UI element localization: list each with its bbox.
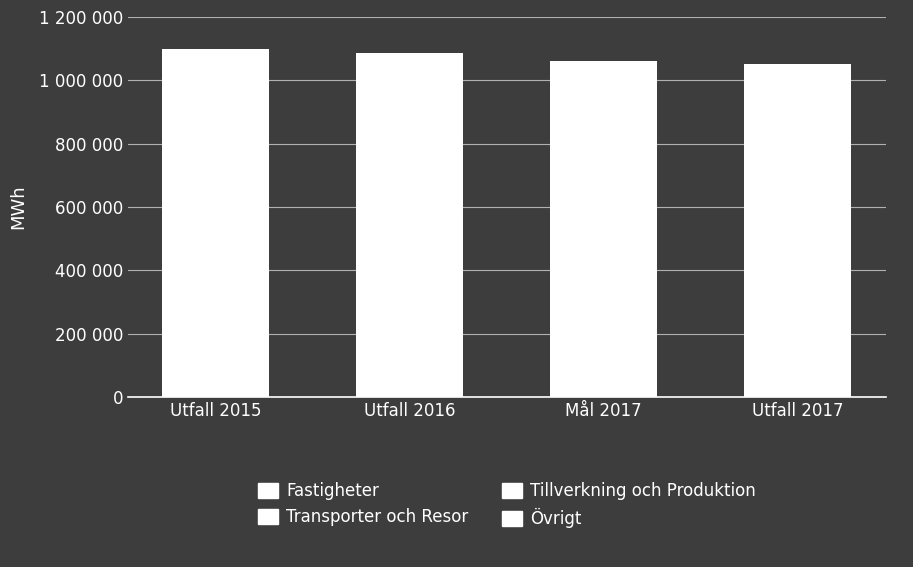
- Bar: [551, 61, 657, 397]
- Bar: [356, 53, 463, 397]
- Y-axis label: MWh: MWh: [10, 185, 27, 229]
- Bar: [744, 65, 851, 397]
- Bar: [163, 49, 269, 397]
- Legend: Fastigheter, Transporter och Resor, Tillverkning och Produktion, Övrigt: Fastigheter, Transporter och Resor, Till…: [249, 473, 764, 537]
